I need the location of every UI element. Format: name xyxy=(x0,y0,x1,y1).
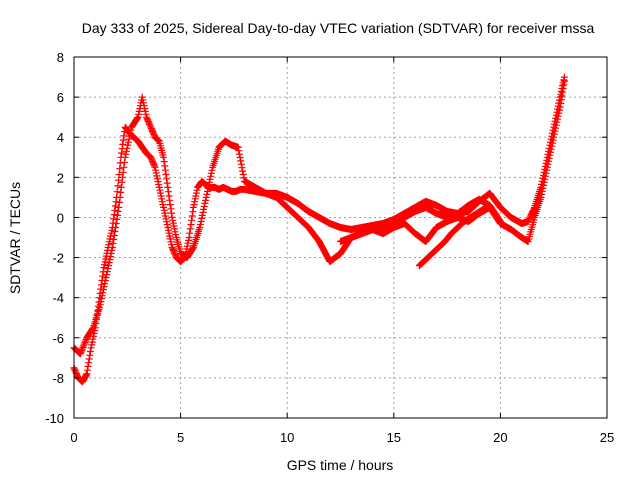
series-mssa-mid-track xyxy=(337,195,504,245)
y-tick-label: 8 xyxy=(57,50,64,65)
grid-lines xyxy=(74,57,607,418)
y-tick-label: 6 xyxy=(57,90,64,105)
y-tick-label: -10 xyxy=(45,411,64,426)
axis-ticks xyxy=(73,56,608,419)
x-tick-label: 15 xyxy=(387,430,401,445)
y-tick-label: 0 xyxy=(57,210,64,225)
plot-frame xyxy=(73,56,608,419)
x-tick-label: 5 xyxy=(177,430,184,445)
x-tick-labels: 0 5 10 15 20 25 xyxy=(70,430,614,445)
y-tick-label: -6 xyxy=(52,331,64,346)
y-tick-label: -2 xyxy=(52,251,64,266)
x-axis-title: GPS time / hours xyxy=(287,457,394,473)
x-tick-label: 10 xyxy=(280,430,294,445)
y-axis-title: SDTVAR / TECUs xyxy=(7,182,23,294)
x-tick-label: 0 xyxy=(70,430,77,445)
y-tick-label: 4 xyxy=(57,130,64,145)
series-mssa-late-track xyxy=(415,203,494,270)
x-tick-label: 20 xyxy=(493,430,507,445)
x-tick-label: 25 xyxy=(600,430,614,445)
series-markers xyxy=(337,195,504,245)
y-tick-label: -8 xyxy=(52,371,64,386)
y-tick-labels: -10 -8 -6 -4 -2 0 2 4 6 8 xyxy=(45,50,64,426)
chart-title: Day 333 of 2025, Sidereal Day-to-day VTE… xyxy=(82,20,595,36)
y-tick-label: -4 xyxy=(52,291,64,306)
y-tick-label: 2 xyxy=(57,170,64,185)
series-markers xyxy=(415,203,494,270)
